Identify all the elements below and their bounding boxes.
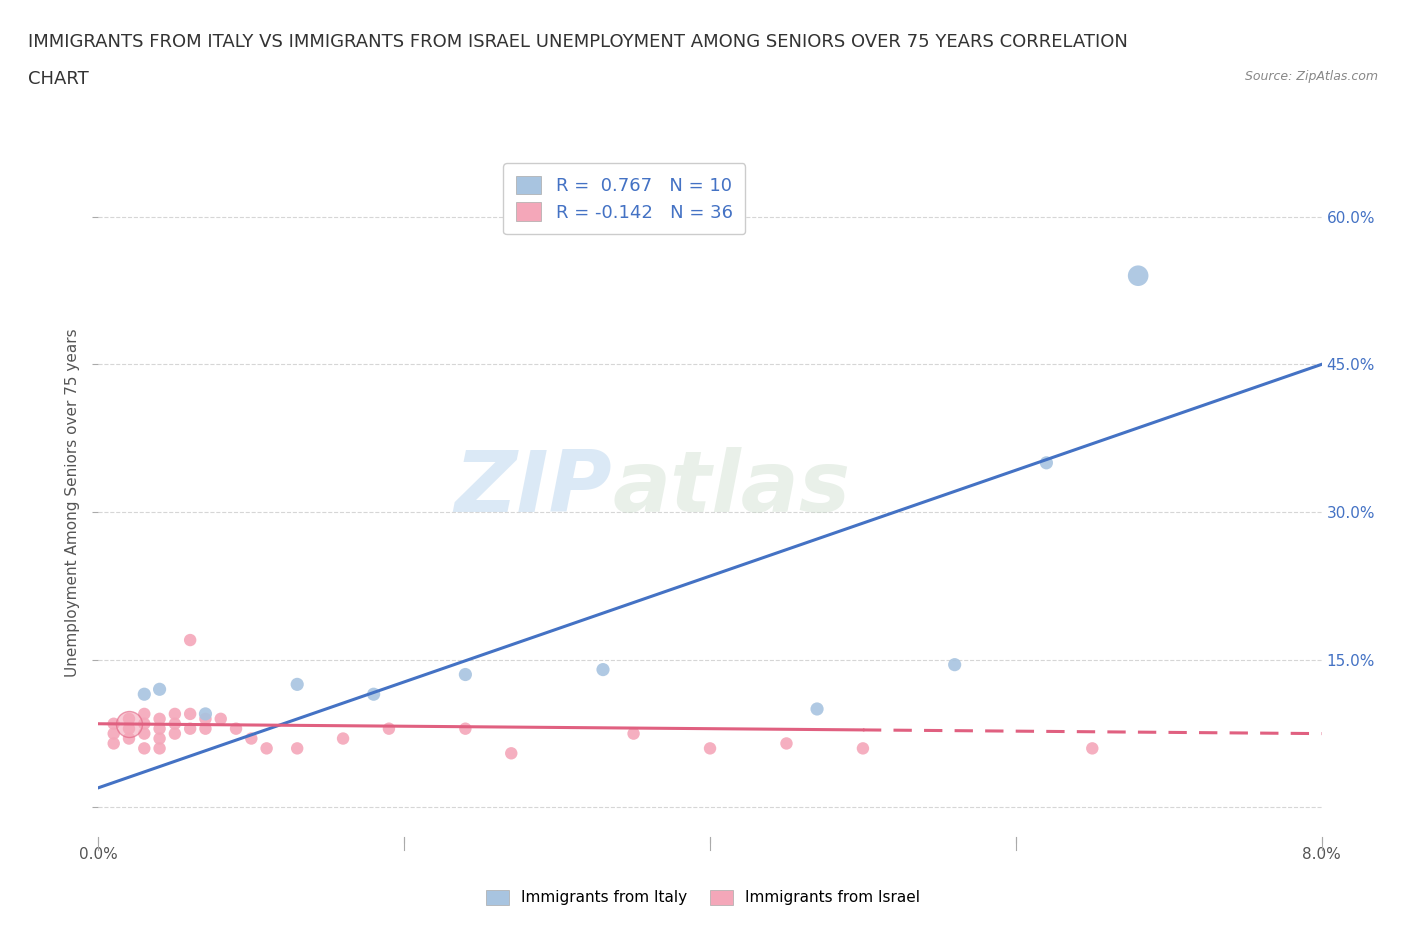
Point [149, 741, 172, 756]
Point [149, 682, 172, 697]
Point [852, 741, 875, 756]
Point [103, 716, 125, 731]
Point [623, 726, 645, 741]
Point [592, 662, 614, 677]
Text: CHART: CHART [28, 70, 89, 87]
Point [1035, 456, 1057, 471]
Point [134, 716, 156, 731]
Point [240, 731, 263, 746]
Point [806, 701, 828, 716]
Legend: R =  0.767   N = 10, R = -0.142   N = 36: R = 0.767 N = 10, R = -0.142 N = 36 [503, 163, 745, 234]
Point [163, 726, 186, 741]
Text: atlas: atlas [612, 447, 851, 530]
Point [209, 711, 232, 726]
Point [163, 707, 186, 722]
Point [179, 632, 201, 647]
Y-axis label: Unemployment Among Seniors over 75 years: Unemployment Among Seniors over 75 years [65, 328, 80, 676]
Point [378, 722, 401, 737]
Point [118, 716, 141, 731]
Point [103, 726, 125, 741]
Point [134, 707, 156, 722]
Point [134, 686, 156, 701]
Text: ZIP: ZIP [454, 447, 612, 530]
Point [256, 741, 278, 756]
Point [179, 707, 201, 722]
Point [149, 722, 172, 737]
Point [775, 736, 797, 751]
Point [179, 722, 201, 737]
Text: Source: ZipAtlas.com: Source: ZipAtlas.com [1244, 70, 1378, 83]
Point [118, 722, 141, 737]
Point [194, 722, 217, 737]
Point [501, 746, 523, 761]
Point [1081, 741, 1104, 756]
Point [285, 677, 308, 692]
Point [149, 731, 172, 746]
Text: IMMIGRANTS FROM ITALY VS IMMIGRANTS FROM ISRAEL UNEMPLOYMENT AMONG SENIORS OVER : IMMIGRANTS FROM ITALY VS IMMIGRANTS FROM… [28, 33, 1128, 50]
Legend: Immigrants from Italy, Immigrants from Israel: Immigrants from Italy, Immigrants from I… [478, 883, 928, 913]
Point [363, 686, 385, 701]
Point [194, 707, 217, 722]
Point [454, 667, 477, 682]
Point [225, 722, 247, 737]
Point [134, 726, 156, 741]
Point [163, 716, 186, 731]
Point [699, 741, 721, 756]
Point [134, 741, 156, 756]
Point [454, 722, 477, 737]
Point [118, 711, 141, 726]
Point [285, 741, 308, 756]
Point [1128, 268, 1150, 283]
Point [103, 736, 125, 751]
Point [194, 711, 217, 726]
Point [332, 731, 354, 746]
Point [149, 711, 172, 726]
Point [943, 658, 966, 672]
Point [118, 731, 141, 746]
